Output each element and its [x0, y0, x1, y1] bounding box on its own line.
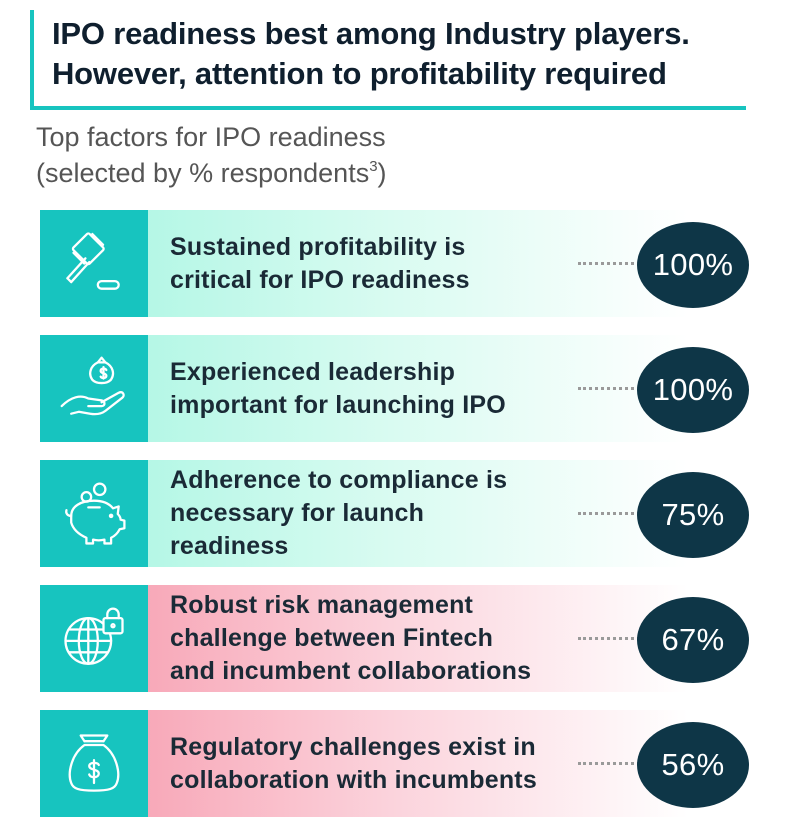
- footnote-marker: 3: [369, 158, 378, 175]
- factor-label: Adherence to compliance is necessary for…: [170, 460, 630, 567]
- hand-money-bag-icon: [60, 356, 125, 415]
- page-title-line-1: IPO readiness best among Industry player…: [52, 16, 690, 51]
- gavel-icon: [66, 231, 120, 290]
- chart-subtitle-text: (selected by % respondents: [36, 158, 370, 188]
- value-bubble: 75%: [637, 472, 749, 558]
- dotted-leader-line: [578, 387, 640, 390]
- value-bubble: 100%: [637, 347, 749, 433]
- factor-label-line-2: necessary for launch: [170, 499, 425, 527]
- factor-label: Robust risk management challenge between…: [170, 585, 630, 692]
- chart-subtitle-line-1: Top factors for IPO readiness: [36, 122, 386, 152]
- icon-box: [40, 335, 148, 442]
- factor-row-leadership: Experienced leadership important for lau…: [40, 335, 790, 442]
- factor-label-line-1: Regulatory challenges exist in: [170, 732, 536, 761]
- dotted-leader-line: [578, 512, 640, 515]
- factor-label-line-1: Robust risk management: [170, 591, 474, 619]
- money-bag-icon: [68, 733, 120, 792]
- dotted-leader-line: [578, 637, 640, 640]
- factor-row-profitability: Sustained profitability is critical for …: [40, 210, 790, 317]
- piggy-bank-icon: [65, 481, 126, 545]
- icon-box: [40, 710, 148, 817]
- dotted-leader-line: [578, 262, 640, 265]
- factor-label-line-2: collaboration with incumbents: [170, 765, 537, 794]
- factor-label-line-1: Experienced leadership: [170, 357, 456, 386]
- factor-label: Experienced leadership important for lau…: [170, 335, 630, 442]
- icon-box: [40, 585, 148, 692]
- icon-box: [40, 460, 148, 567]
- chart-subtitle-line-2: (selected by % respondents3): [36, 158, 387, 189]
- dotted-leader-line: [578, 762, 640, 765]
- factor-row-risk-management: Robust risk management challenge between…: [40, 585, 790, 692]
- factor-label: Sustained profitability is critical for …: [170, 210, 630, 317]
- factor-label-line-3: and incumbent collaborations: [170, 657, 532, 685]
- factor-label-line-2: challenge between Fintech: [170, 624, 494, 652]
- factor-label-line-3: readiness: [170, 532, 289, 560]
- factor-label-line-2: important for launching IPO: [170, 390, 506, 419]
- factor-label-line-2: critical for IPO readiness: [170, 265, 470, 294]
- value-bubble: 100%: [637, 222, 749, 308]
- value-bubble: 67%: [637, 597, 749, 683]
- factor-row-compliance: Adherence to compliance is necessary for…: [40, 460, 790, 567]
- factor-label-line-1: Sustained profitability is: [170, 232, 466, 261]
- icon-box: [40, 210, 148, 317]
- page-title-line-2: However, attention to profitability requ…: [52, 56, 667, 91]
- factor-label: Regulatory challenges exist in collabora…: [170, 710, 630, 817]
- value-bubble: 56%: [637, 722, 749, 808]
- globe-lock-icon: [64, 606, 124, 665]
- title-block: IPO readiness best among Industry player…: [30, 10, 746, 110]
- factor-label-line-1: Adherence to compliance is: [170, 466, 508, 494]
- chart-subtitle-end: ): [377, 158, 387, 188]
- factor-row-regulatory: Regulatory challenges exist in collabora…: [40, 710, 790, 817]
